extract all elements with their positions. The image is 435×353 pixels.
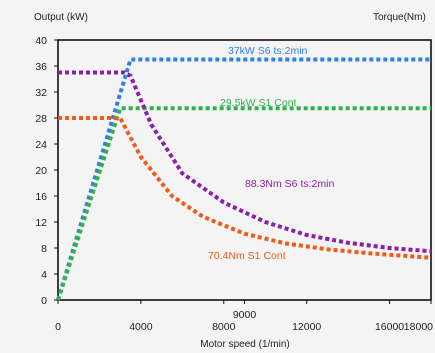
y-tick-label: 32 bbox=[35, 87, 47, 99]
series-label-70nm-s1: 70.4Nm S1 Cont bbox=[208, 250, 286, 262]
x-tick-label: 16000 bbox=[375, 321, 404, 333]
y-tick-label: 16 bbox=[35, 191, 47, 203]
series-line-2 bbox=[58, 70, 432, 254]
series-label-37kw-s6: 37kW S6 ts:2min bbox=[228, 45, 308, 57]
x-tick-9000: 9000 bbox=[233, 309, 257, 321]
y-tick-label: 28 bbox=[35, 113, 47, 125]
y-left-title: Output (kW) bbox=[34, 12, 88, 23]
series-label-88nm-s6: 88.3Nm S6 ts:2min bbox=[245, 178, 334, 190]
x-tick-label: 4000 bbox=[129, 321, 153, 333]
y-tick-label: 4 bbox=[41, 269, 47, 281]
x-tick-label: 12000 bbox=[292, 321, 321, 333]
x-tick-label: 0 bbox=[55, 321, 61, 333]
series-label-29kw-s1: 29.5kW S1 Cont bbox=[220, 97, 297, 109]
x-axis-ticks: 0 4000 8000 12000 16000 18000 bbox=[55, 300, 433, 333]
y-right-title: Torque(Nm) bbox=[373, 12, 426, 23]
series-lines bbox=[56, 57, 432, 301]
y-axis-ticks: 0 4 8 12 16 20 24 28 32 36 40 bbox=[35, 35, 58, 307]
y-tick-label: 36 bbox=[35, 61, 47, 73]
y-tick-label: 40 bbox=[35, 35, 47, 47]
series-line-0 bbox=[56, 57, 431, 301]
series-line-3 bbox=[58, 116, 432, 260]
y-tick-label: 12 bbox=[35, 217, 47, 229]
x-tick-label: 18000 bbox=[404, 321, 433, 333]
x-axis-title: Motor speed (1/min) bbox=[200, 339, 289, 350]
y-tick-label: 24 bbox=[35, 139, 47, 151]
series-line-1 bbox=[56, 106, 431, 301]
y-tick-label: 8 bbox=[41, 243, 47, 255]
y-tick-label: 20 bbox=[35, 165, 47, 177]
x-tick-label: 8000 bbox=[212, 321, 236, 333]
y-tick-label: 0 bbox=[41, 295, 47, 307]
